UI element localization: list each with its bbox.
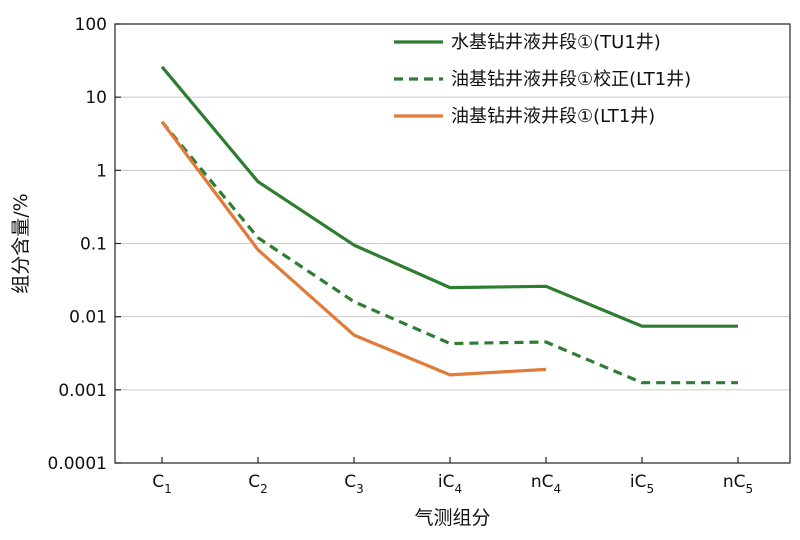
x-tick-label-base: C	[344, 472, 356, 492]
y-axis-title: 组分含量/%	[10, 193, 32, 293]
series-layer	[160, 65, 738, 385]
x-tick-label: C2	[248, 472, 268, 496]
x-tick-label-base: nC	[531, 472, 554, 492]
series-line-1	[160, 65, 738, 328]
y-tick-label: 0.01	[69, 308, 107, 328]
legend-label-1: 水基钻井液井段①(TU1井)	[451, 32, 661, 53]
x-tick-label-sub: 3	[356, 482, 364, 496]
x-tick-label-base: nC	[723, 472, 746, 492]
x-tick-label-sub: 4	[454, 482, 462, 496]
grid-lines	[115, 96, 790, 391]
y-tick-label: 100	[75, 15, 107, 35]
x-tick-label-sub: 5	[746, 482, 754, 496]
series-line-2	[160, 120, 738, 385]
y-tick-label: 1	[96, 161, 107, 181]
x-tick-label: nC5	[723, 472, 753, 496]
y-tick-label: 0.0001	[48, 454, 107, 474]
legend-label-3: 油基钻井液井段①(LT1井)	[451, 106, 655, 127]
y-tick-label: 0.1	[80, 235, 107, 255]
y-tick-label: 0.001	[58, 381, 107, 401]
x-tick-label-sub: 5	[646, 482, 654, 496]
x-tick-label: C3	[344, 472, 364, 496]
x-axis-ticks: C1 C2 C3 iC4 nC4 iC5 nC5	[152, 457, 753, 496]
x-tick-label-sub: 1	[164, 482, 172, 496]
x-tick-label-sub: 4	[554, 482, 562, 496]
x-tick-label-base: iC	[438, 472, 455, 492]
x-tick-label-base: C	[152, 472, 164, 492]
x-tick-label: nC4	[531, 472, 561, 496]
x-axis-title: 气测组分	[414, 507, 490, 529]
x-tick-label-sub: 2	[260, 482, 268, 496]
x-tick-label: iC5	[630, 472, 654, 496]
y-axis-ticks: 100 10 1 0.1 0.01 0.001 0.0001	[48, 15, 121, 474]
legend-label-2: 油基钻井液井段①校正(LT1井)	[451, 69, 691, 90]
x-tick-label: C1	[152, 472, 172, 496]
x-tick-label-base: C	[248, 472, 260, 492]
legend: 水基钻井液井段①(TU1井) 油基钻井液井段①校正(LT1井) 油基钻井液井段①(L…	[394, 32, 691, 127]
series-line-3	[160, 120, 547, 377]
y-tick-label: 10	[85, 88, 107, 108]
x-tick-label: iC4	[438, 472, 462, 496]
x-tick-label-base: iC	[630, 472, 647, 492]
